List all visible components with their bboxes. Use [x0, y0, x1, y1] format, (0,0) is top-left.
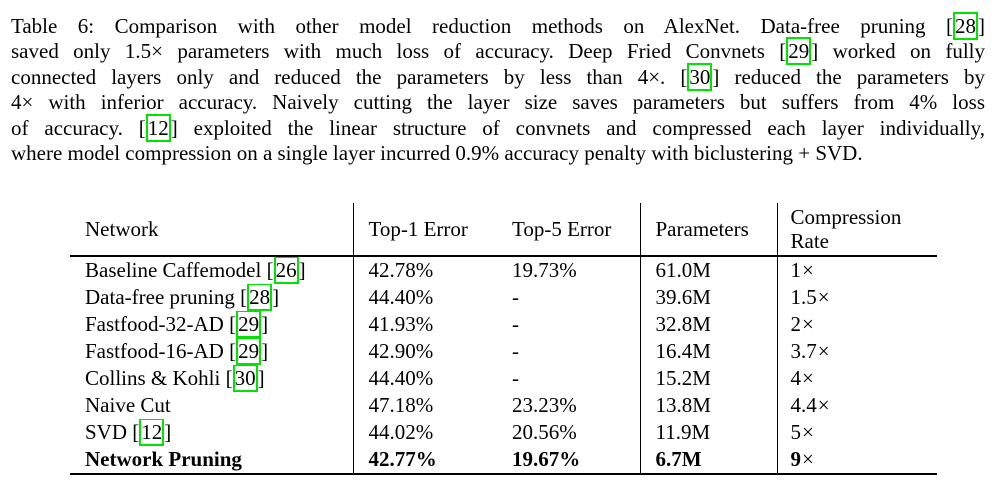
cell-network: Naive Cut	[70, 392, 354, 419]
cell-top5: -	[497, 365, 641, 392]
table-row: Baseline Caffemodel [26] 42.78% 19.73% 61.0…	[70, 256, 937, 284]
comparison-table: Network Top-1 Error Top-5 Error Parameters C…	[70, 203, 937, 475]
cell-params: 32.8M	[640, 311, 778, 338]
citation-link[interactable]: [29]	[229, 311, 269, 338]
times-sign: ×	[802, 258, 814, 282]
header-row: Network Top-1 Error Top-5 Error Parameters C…	[70, 203, 937, 257]
cell-network: Data-free pruning [28]	[70, 284, 354, 311]
table-row: Naive Cut 47.18% 23.23% 13.8M 4.4×	[70, 392, 937, 419]
citation-link[interactable]: [29]	[779, 37, 819, 66]
cell-compression: 4×	[790, 366, 814, 390]
cell-top5: -	[497, 284, 641, 311]
citation-link[interactable]: [29]	[229, 338, 269, 365]
cell-params: 39.6M	[640, 284, 778, 311]
caption-line: where model compression on a single laye…	[11, 141, 863, 166]
cell-compression: 2×	[790, 312, 814, 336]
citation-box[interactable]: 28	[247, 284, 273, 311]
times-sign: ×	[817, 393, 830, 417]
citation-box[interactable]: 12	[139, 419, 165, 446]
caption-line: of accuracy. [12] exploited the linear s…	[11, 113, 986, 142]
cell-network: SVD [12]	[70, 419, 354, 446]
table-row: Fastfood-16-AD [29] 42.90% -16.4M 3.7×	[70, 338, 937, 365]
citation-link[interactable]: [26]	[266, 256, 306, 284]
column-header-top1-error: Top-1 Error	[353, 203, 497, 257]
cell-network: Baseline Caffemodel [26]	[70, 256, 354, 284]
times-sign: ×	[802, 312, 814, 336]
citation-link[interactable]: [12]	[138, 113, 178, 142]
cell-params: 15.2M	[640, 365, 778, 392]
column-header-parameters: Parameters	[640, 203, 778, 257]
citation-box[interactable]: 29	[786, 37, 812, 66]
cell-top5: -	[497, 311, 641, 338]
cell-compression: 3.7×	[790, 339, 830, 363]
cell-top5: 23.23%	[497, 392, 641, 419]
cell-compression: 9×	[777, 446, 937, 475]
cell-top1: 42.77%	[353, 446, 497, 475]
table-row: Collins & Kohli [30] 44.40% -15.2M 4×	[70, 365, 937, 392]
column-header-compression-rate: Compression Rate	[777, 203, 937, 257]
cell-top5: 19.73%	[497, 256, 641, 284]
table-row: SVD [12] 44.02% 20.56% 11.9M 5×	[70, 419, 937, 446]
citation-link[interactable]: [28]	[946, 12, 985, 40]
citation-box[interactable]: 30	[687, 62, 713, 91]
cell-top5: 20.56%	[497, 419, 641, 446]
table-row: Fastfood-32-AD [29] 41.93% -32.8M 2×	[70, 311, 937, 338]
cell-top1: 44.40%	[368, 285, 434, 309]
table-row: Network Pruning 42.77% 19.67% 6.7M 9×	[70, 446, 937, 475]
citation-box[interactable]: 26	[273, 256, 299, 284]
cell-top1: 44.02%	[368, 420, 434, 444]
cell-top5: -	[497, 338, 641, 365]
citation-link[interactable]: [30]	[225, 365, 265, 392]
caption-line: connected layers only and reduced the pa…	[11, 62, 985, 91]
cell-top5: 19.67%	[497, 446, 641, 475]
cell-params: 61.0M	[640, 256, 778, 284]
cell-compression: 1.5×	[790, 285, 830, 309]
times-sign: ×	[817, 339, 830, 363]
cell-network: Collins & Kohli [30]	[70, 365, 354, 392]
caption-line: Table 6: Comparison with other model red…	[11, 12, 985, 40]
citation-box[interactable]: 29	[236, 311, 262, 338]
caption-line: 4× with inferior accuracy. Naively cutti…	[11, 90, 985, 115]
cell-network: Fastfood-16-AD [29]	[70, 338, 354, 365]
cell-params: 11.9M	[640, 419, 778, 446]
column-header-top5-error: Top-5 Error	[497, 203, 641, 257]
table-caption: Table 6: Comparison with other model red…	[11, 12, 986, 166]
times-sign: ×	[802, 420, 814, 444]
cell-network: Fastfood-32-AD [29]	[70, 311, 354, 338]
cell-top1: 42.90%	[368, 339, 434, 363]
cell-top1: 44.40%	[368, 366, 434, 390]
citation-box[interactable]: 29	[236, 338, 262, 365]
cell-params: 6.7M	[640, 446, 778, 475]
cell-network: Network Pruning	[70, 446, 354, 475]
table-row: Data-free pruning [28] 44.40% -39.6M 1.5×	[70, 284, 937, 311]
citation-box[interactable]: 12	[145, 113, 171, 142]
times-sign: ×	[802, 366, 814, 390]
citation-link[interactable]: [28]	[240, 284, 280, 311]
times-sign: ×	[817, 285, 830, 309]
times-sign: ×	[802, 447, 814, 471]
caption-line: saved only 1.5× parameters with much los…	[11, 37, 985, 66]
cell-compression: 5×	[790, 420, 814, 444]
cell-top1: 47.18%	[368, 393, 434, 417]
cell-params: 16.4M	[640, 338, 778, 365]
cell-compression: 4.4×	[790, 393, 830, 417]
citation-box[interactable]: 30	[232, 365, 258, 392]
cell-top1: 42.78%	[368, 258, 434, 282]
cell-params: 13.8M	[640, 392, 778, 419]
cell-top1: 41.93%	[368, 312, 434, 336]
citation-link[interactable]: [30]	[680, 62, 720, 91]
citation-link[interactable]: [12]	[132, 419, 172, 446]
citation-box[interactable]: 28	[953, 12, 978, 40]
cell-compression: 1×	[790, 258, 814, 282]
column-header-network: Network	[70, 203, 354, 257]
